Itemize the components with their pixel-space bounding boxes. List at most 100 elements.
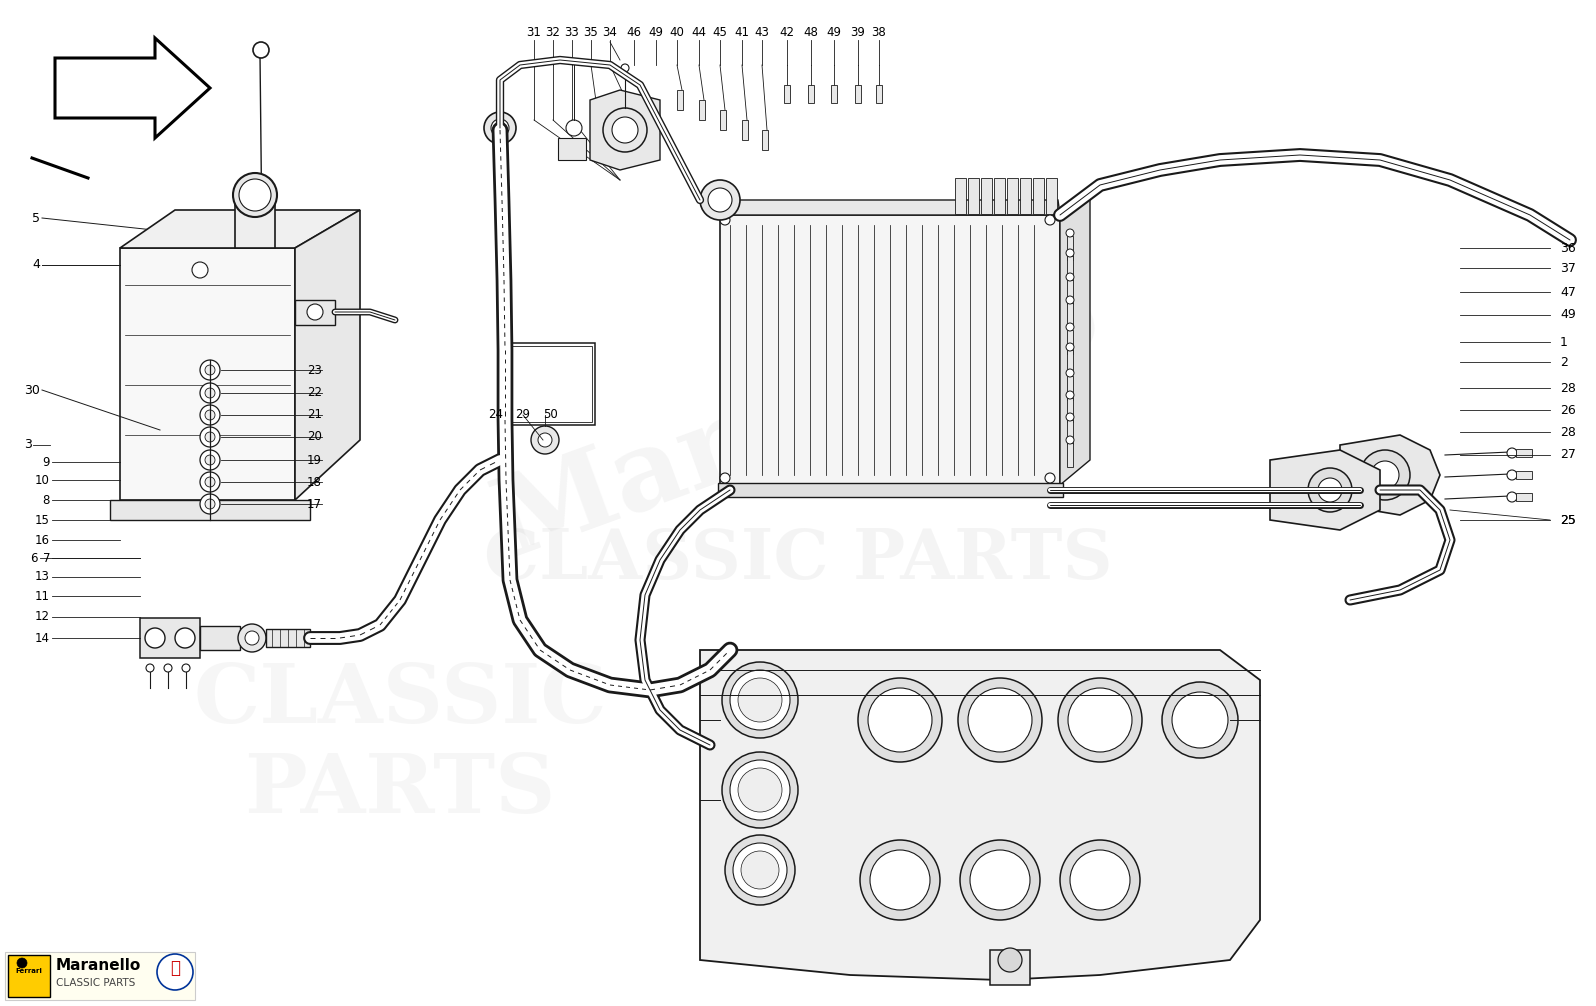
Bar [1516,493,1532,501]
Circle shape [192,262,207,278]
Circle shape [709,188,733,212]
Circle shape [1066,229,1074,237]
Bar [720,110,726,130]
Bar [1068,303,1073,327]
Circle shape [484,112,516,144]
Bar [699,100,705,120]
Circle shape [204,410,215,420]
Circle shape [200,383,220,403]
Text: 19: 19 [306,454,322,467]
Bar [990,950,1029,985]
Text: 40: 40 [670,25,685,38]
Circle shape [200,427,220,447]
Circle shape [204,455,215,465]
Circle shape [958,678,1042,762]
Bar [969,178,978,214]
Text: 5: 5 [32,211,40,224]
Bar [8,955,49,997]
Text: 22: 22 [306,386,322,399]
Text: 45: 45 [712,25,728,38]
Text: 34: 34 [603,25,618,38]
Circle shape [1066,249,1074,257]
Bar [1020,178,1031,214]
Circle shape [868,688,932,752]
Circle shape [1309,468,1352,512]
Bar [1033,178,1044,214]
Bar [876,85,883,103]
Text: 31: 31 [527,25,541,38]
Circle shape [1066,413,1074,421]
Circle shape [1058,678,1143,762]
Text: 3: 3 [24,439,32,452]
Text: 49: 49 [1559,309,1575,322]
Bar [1007,178,1018,214]
Bar [500,343,595,425]
Circle shape [720,473,729,483]
Bar [1068,280,1073,304]
Bar [559,138,586,160]
Circle shape [204,432,215,442]
Text: 21: 21 [306,408,322,422]
Text: 33: 33 [565,25,579,38]
Circle shape [1507,448,1518,458]
Text: 2: 2 [1559,355,1567,368]
Text: 8: 8 [43,494,49,506]
Circle shape [164,664,172,672]
Circle shape [531,426,559,454]
Circle shape [741,851,779,889]
Text: 18: 18 [306,476,322,489]
Text: 49: 49 [648,25,664,38]
Text: 14: 14 [35,632,49,645]
Polygon shape [200,626,239,650]
Bar [1516,471,1532,479]
Text: 24: 24 [488,408,503,422]
Circle shape [204,388,215,398]
Polygon shape [54,38,211,138]
Circle shape [238,624,267,652]
Polygon shape [718,200,1060,215]
Circle shape [961,840,1041,920]
Circle shape [729,670,790,730]
Bar [1068,443,1073,467]
Circle shape [998,948,1021,972]
Text: 6: 6 [30,551,38,564]
Polygon shape [701,650,1259,980]
Bar [1516,449,1532,457]
Polygon shape [1270,450,1381,530]
Bar [954,178,966,214]
Circle shape [200,360,220,380]
Bar [808,85,814,103]
Text: 35: 35 [584,25,598,38]
Bar [982,178,993,214]
Polygon shape [591,90,661,170]
Circle shape [1371,461,1400,489]
Text: 48: 48 [803,25,819,38]
Bar [761,130,768,150]
Circle shape [204,477,215,487]
Text: CLASSIC PARTS: CLASSIC PARTS [56,978,136,988]
Circle shape [1318,478,1342,502]
Circle shape [306,304,322,320]
Text: 4: 4 [32,259,40,272]
Circle shape [1066,343,1074,351]
Text: 9: 9 [43,456,49,469]
Text: CLASSIC PARTS: CLASSIC PARTS [484,526,1112,594]
Text: Maranello: Maranello [56,959,142,974]
Circle shape [733,843,787,897]
Text: 25: 25 [1559,513,1575,526]
Circle shape [1069,850,1130,910]
Bar [1068,420,1073,444]
Circle shape [200,405,220,425]
Polygon shape [120,248,295,500]
Circle shape [246,631,259,645]
Circle shape [1507,470,1518,480]
Text: 10: 10 [35,474,49,487]
Polygon shape [140,618,200,658]
Circle shape [1507,492,1518,502]
Text: 13: 13 [35,570,49,583]
Text: PARTS: PARTS [244,750,555,830]
Circle shape [737,678,782,722]
Text: 7: 7 [43,551,49,564]
Circle shape [1066,296,1074,304]
Bar [994,178,1005,214]
